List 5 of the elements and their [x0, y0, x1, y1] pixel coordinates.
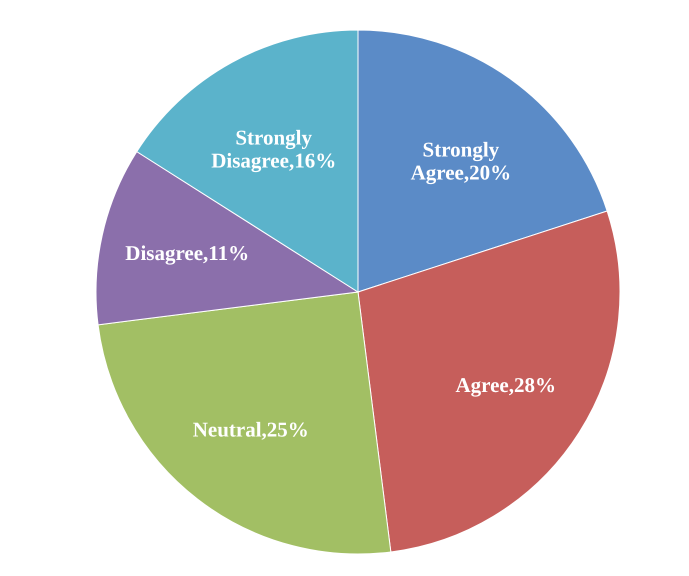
slice-label: Neutral,25% — [192, 417, 309, 442]
slice-label: Strongly Agree,20% — [410, 137, 512, 184]
slice-label: Strongly Disagree,16% — [211, 126, 336, 173]
slice-label: Agree,28% — [456, 372, 556, 397]
slice-label: Disagree,11% — [125, 240, 250, 265]
